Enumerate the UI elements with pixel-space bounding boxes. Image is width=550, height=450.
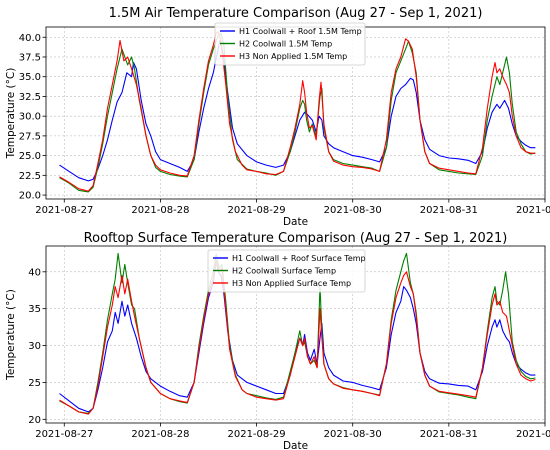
legend-box	[214, 22, 366, 66]
legend-label-3: H3 Non Applied 1.5M Temp	[239, 52, 347, 61]
y-tick-label: 40.0	[19, 33, 41, 44]
y-tick-label: 37.5	[19, 52, 41, 63]
series-line-1	[59, 39, 536, 182]
y-tick-label: 32.5	[19, 92, 41, 103]
y-tick-label: 40	[28, 267, 41, 278]
y-tick-label: 35.0	[19, 72, 41, 83]
legend: H1 Coolwall + Roof Surface Temp H2 Coolwa…	[207, 249, 366, 293]
legend-label-1: H1 Coolwall + Roof Surface Temp	[232, 254, 366, 263]
x-axis-title: Date	[283, 440, 308, 450]
y-tick-label: 20	[28, 415, 41, 426]
legend: H1 Coolwall + Roof 1.5M Temp H2 Coolwall …	[214, 22, 366, 66]
x-tick-label: 2021-08-29	[227, 205, 285, 216]
x-tick-label: 2021-08-27	[35, 205, 93, 216]
legend-label-2: H2 Coolwall 1.5M Temp	[239, 40, 332, 49]
x-tick-label: 2021-08-30	[324, 429, 382, 440]
x-axis-title: Date	[283, 216, 308, 228]
y-tick-label: 25.0	[19, 151, 41, 162]
x-tick-label: 2021-08-31	[420, 205, 478, 216]
y-tick-label: 30.0	[19, 112, 41, 123]
x-tick-label: 2021-08-27	[35, 429, 93, 440]
y-tick-label: 30	[28, 341, 41, 352]
plot-frame	[45, 245, 546, 424]
air-temperature-chart: 1.5M Air Temperature Comparison (Aug 27 …	[5, 6, 550, 228]
y-tick-label: 35	[28, 304, 41, 315]
series-line-3	[59, 31, 536, 192]
y-tick-label: 20.0	[19, 191, 41, 202]
legend-box	[207, 249, 366, 293]
x-tick-label: 2021-08-29	[227, 429, 285, 440]
legend-label-2: H2 Coolwall Surface Temp	[232, 267, 336, 276]
x-tick-label: 2021-08-28	[131, 205, 189, 216]
legend-label-3: H3 Non Applied Surface Temp	[232, 279, 351, 288]
x-tick-label: 2021-08-31	[420, 429, 478, 440]
x-tick-label: 2021-09-01	[516, 205, 550, 216]
rooftop-surface-temperature-chart: Rooftop Surface Temperature Comparison (…	[5, 231, 550, 450]
x-tick-label: 2021-09-01	[516, 429, 550, 440]
y-axis-title: Temperature (°C)	[5, 289, 17, 381]
chart-title: Rooftop Surface Temperature Comparison (…	[84, 231, 508, 246]
x-tick-label: 2021-08-30	[324, 205, 382, 216]
y-tick-label: 22.5	[19, 171, 41, 182]
series-line-3	[59, 260, 536, 415]
chart-title: 1.5M Air Temperature Comparison (Aug 27 …	[109, 6, 483, 21]
series-line-1	[59, 260, 536, 413]
legend-label-1: H1 Coolwall + Roof 1.5M Temp	[239, 27, 362, 36]
x-tick-label: 2021-08-28	[131, 429, 189, 440]
y-axis-title: Temperature (°C)	[5, 68, 17, 160]
y-tick-label: 25	[28, 378, 41, 389]
y-tick-label: 27.5	[19, 131, 41, 142]
